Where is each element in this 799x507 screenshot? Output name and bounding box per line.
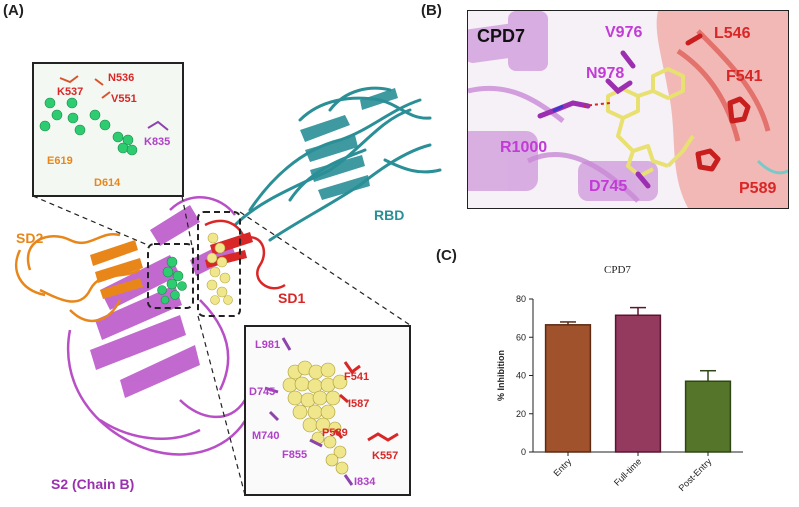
y-tick-label: 60 bbox=[516, 332, 526, 342]
inset-bottom bbox=[244, 325, 411, 496]
x-tick-label: Entry bbox=[551, 456, 573, 478]
panel-label-c: (C) bbox=[436, 247, 457, 264]
panel-b-ligand-label: CPD7 bbox=[477, 26, 526, 46]
inset-top-residue-d614: D614 bbox=[94, 177, 121, 189]
domain-label-sd2: SD2 bbox=[16, 230, 44, 246]
y-tick-label: 40 bbox=[516, 371, 526, 381]
panel-b-structure bbox=[468, 11, 788, 208]
panel-b-residue-d745: D745 bbox=[589, 178, 628, 195]
x-tick-label: Post-Entry bbox=[677, 456, 714, 493]
pocket-box-right bbox=[197, 211, 241, 317]
inset-bottom-residue-i587: I587 bbox=[348, 398, 370, 410]
panel-b-residue-f541: F541 bbox=[726, 68, 763, 85]
inset-top-residue-v551: V551 bbox=[111, 93, 137, 105]
panel-b-residue-v976: V976 bbox=[605, 24, 643, 41]
domain-label-s2: S2 (Chain B) bbox=[51, 476, 135, 492]
domain-label-rbd: RBD bbox=[374, 207, 405, 223]
ligand-spheres-sd2-pocket bbox=[157, 256, 187, 305]
panel-b-residue-l546: L546 bbox=[714, 25, 751, 42]
pocket-box-left bbox=[147, 243, 194, 309]
inset-bottom-spheres bbox=[282, 360, 349, 475]
inset-top-residue-n536: N536 bbox=[108, 72, 135, 84]
inset-bottom-residue-i834: I834 bbox=[354, 476, 376, 488]
inset-bottom-residue-f855: F855 bbox=[282, 449, 308, 461]
bar-entry bbox=[544, 324, 592, 453]
x-tick-label: Full-time bbox=[612, 456, 643, 487]
s2-helices bbox=[90, 205, 236, 398]
inset-top-residue-e619: E619 bbox=[47, 155, 73, 167]
inset-bottom-residue-l981: L981 bbox=[255, 339, 281, 351]
inhibition-bar-chart: 0 20 40 60 80 % Inhibition Entry Full-time Post-… bbox=[496, 294, 743, 493]
inset-top-residue-k537: K537 bbox=[57, 86, 84, 98]
y-tick-label: 80 bbox=[516, 294, 526, 304]
inset-top-residue-k835: K835 bbox=[144, 136, 171, 148]
panel-b-residue-n978: N978 bbox=[586, 65, 625, 82]
sd2-ribbons bbox=[14, 232, 141, 322]
panel-label-a: (A) bbox=[3, 2, 24, 19]
y-tick-label: 20 bbox=[516, 409, 526, 419]
panel-b-residue-p589: P589 bbox=[739, 180, 777, 197]
chart-title: CPD7 bbox=[604, 264, 631, 276]
y-tick-label: 0 bbox=[521, 447, 526, 457]
bar-full-time bbox=[614, 314, 662, 453]
inset-top-spheres bbox=[39, 97, 138, 156]
bar-post-entry bbox=[684, 380, 732, 453]
domain-label-sd1: SD1 bbox=[278, 290, 306, 306]
inset-top bbox=[32, 62, 184, 197]
inset-bottom-residue-k557: K557 bbox=[372, 450, 399, 462]
panel-b-residue-r1000: R1000 bbox=[500, 139, 548, 156]
inset-bottom-residue-p589: P589 bbox=[322, 427, 348, 439]
panel-label-b: (B) bbox=[421, 2, 442, 19]
y-axis-label: % Inhibition bbox=[496, 350, 506, 401]
inset-bottom-residue-f541: F541 bbox=[344, 371, 370, 383]
ligand-spheres-sd1-pocket bbox=[206, 232, 233, 305]
inset-bottom-residue-d745: D745 bbox=[249, 386, 276, 398]
panel-b-frame bbox=[467, 10, 789, 209]
inset-bottom-residue-m740: M740 bbox=[252, 430, 280, 442]
